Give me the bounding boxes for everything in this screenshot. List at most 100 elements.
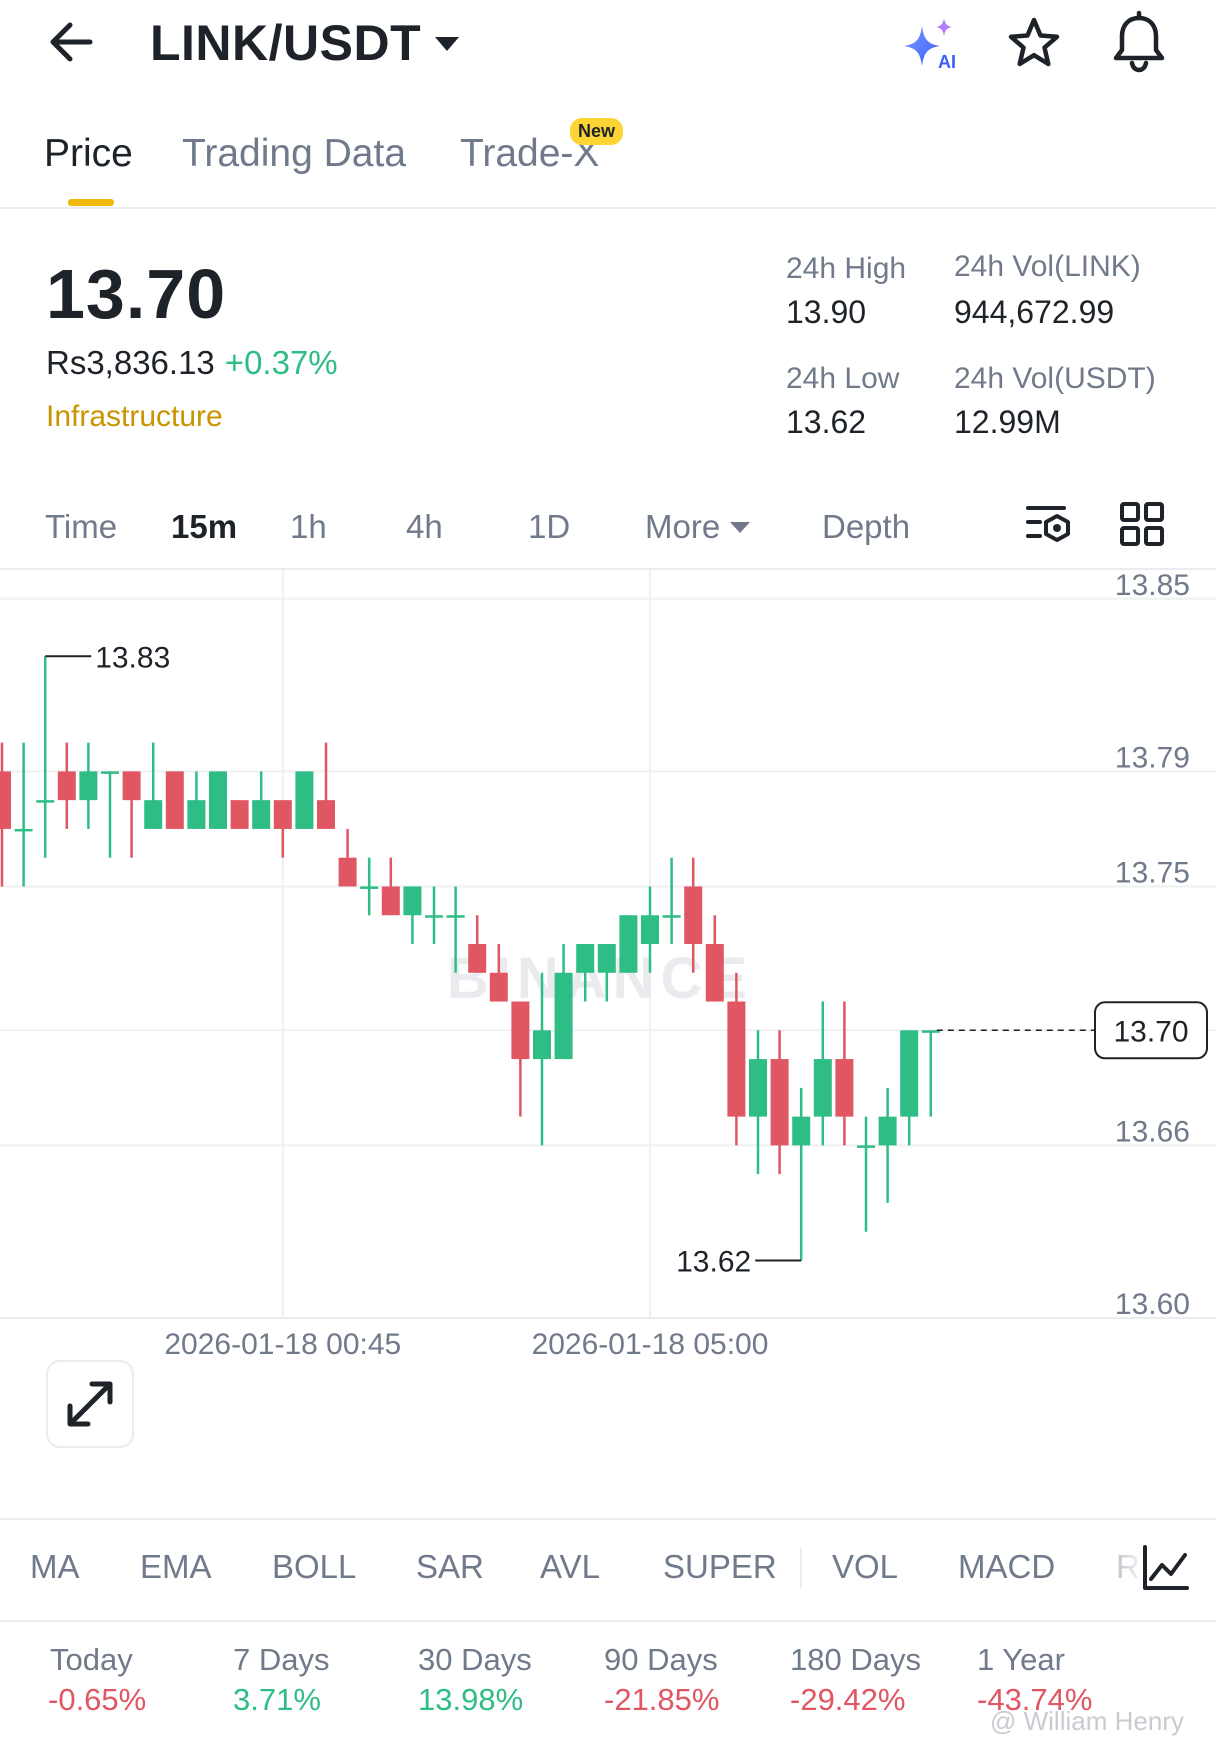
tf-4h[interactable]: 4h	[406, 508, 443, 545]
candle-down	[381, 857, 400, 916]
candle-body	[489, 972, 508, 1002]
y-tick-label: 13.79	[1115, 741, 1190, 774]
category-tag[interactable]: Infrastructure	[46, 400, 223, 433]
perf-value-180d: -29.42%	[790, 1682, 906, 1717]
tab-trading-data[interactable]: Trading Data	[182, 132, 407, 175]
candle-body	[641, 915, 659, 944]
candles	[0, 656, 940, 1261]
candle-down	[684, 857, 703, 973]
candle-down	[317, 742, 335, 829]
indicator-super[interactable]: SUPER	[663, 1548, 777, 1585]
candle-up	[554, 944, 573, 1060]
candle-down	[338, 828, 357, 887]
candle-up	[921, 1030, 940, 1117]
tf-more[interactable]: More	[645, 508, 751, 546]
bell-icon[interactable]	[1108, 10, 1170, 74]
y-tick-label: 13.75	[1115, 856, 1190, 889]
candle-body	[230, 800, 249, 829]
fiat-price-row: Rs3,836.13 +0.37%	[46, 344, 338, 382]
perf-value-90d: -21.85%	[604, 1682, 720, 1717]
indicator-divider	[0, 1620, 1216, 1622]
indicator-boll[interactable]: BOLL	[272, 1548, 357, 1585]
candle-up	[900, 1030, 919, 1146]
candle-body	[921, 1030, 940, 1033]
candle-up	[533, 972, 551, 1146]
star-icon[interactable]	[1004, 14, 1064, 74]
perf-label-180d: 180 Days	[790, 1642, 921, 1677]
top-bar: LINK/USDT AI	[0, 0, 1216, 90]
active-tab-indicator	[68, 199, 114, 206]
candle-body	[662, 915, 681, 918]
candle-up	[360, 857, 379, 916]
y-tick-label: 13.66	[1115, 1115, 1190, 1148]
candle-body	[14, 828, 33, 832]
candle-down	[489, 944, 508, 1002]
layout-grid-icon[interactable]	[1118, 500, 1166, 548]
indicator-vol[interactable]: VOL	[832, 1548, 899, 1585]
chart-settings-icon[interactable]	[1026, 500, 1074, 548]
candle-body	[533, 1030, 551, 1060]
tf-1h[interactable]: 1h	[290, 508, 327, 545]
tf-15m[interactable]: 15m	[171, 508, 238, 545]
candle-up	[619, 915, 638, 973]
candle-body	[468, 944, 487, 973]
24h-high-value: 13.90	[786, 294, 867, 330]
y-tick-label: 13.85	[1115, 570, 1190, 602]
candle-body	[338, 857, 357, 887]
svg-text:AI: AI	[938, 52, 956, 72]
tf-depth[interactable]: Depth	[822, 508, 911, 545]
back-arrow-icon[interactable]	[44, 12, 104, 72]
tf-more-label: More	[645, 508, 721, 545]
tab-price[interactable]: Price	[44, 132, 133, 175]
tf-1d[interactable]: 1D	[528, 508, 571, 545]
candle-up	[144, 742, 163, 829]
indicator-ma[interactable]: MA	[30, 1548, 80, 1585]
candle-body	[57, 771, 76, 801]
timeframe-bar: Time 15m 1h 4h 1D More Depth	[0, 490, 1216, 562]
fullscreen-button[interactable]	[46, 1360, 134, 1448]
candle-body	[165, 771, 184, 829]
indicator-sar[interactable]: SAR	[416, 1548, 484, 1585]
candle-down	[122, 771, 141, 858]
candle-body	[857, 1145, 875, 1148]
chevron-down-icon	[435, 36, 460, 51]
candle-body	[749, 1059, 767, 1117]
24h-vol-base-value: 944,672.99	[954, 294, 1115, 330]
candle-up	[187, 771, 206, 829]
candle-up	[36, 656, 55, 858]
candlestick-chart[interactable]: BINANCE 13.8513.7913.7513.7013.6613.6020…	[0, 570, 1216, 1520]
candle-body	[878, 1116, 897, 1146]
candle-up	[813, 1001, 832, 1146]
candle-up	[641, 886, 659, 973]
perf-value-today: -0.65%	[48, 1682, 147, 1717]
candle-body	[79, 771, 98, 801]
candle-body	[122, 771, 141, 801]
candle-down	[273, 800, 292, 858]
ai-sparkle-icon[interactable]: AI	[900, 14, 960, 74]
candle-body	[511, 1001, 530, 1060]
pair-selector[interactable]: LINK/USDT	[150, 14, 460, 72]
indicator-avl[interactable]: AVL	[540, 1548, 600, 1585]
candle-down	[165, 771, 184, 829]
candle-body	[403, 886, 422, 916]
indicator-macd[interactable]: MACD	[958, 1548, 1056, 1585]
x-tick-label: 2026-01-18 00:45	[164, 1328, 401, 1361]
tf-time[interactable]: Time	[45, 508, 118, 545]
chart-grid	[0, 570, 1216, 1319]
indicator-ema[interactable]: EMA	[140, 1548, 212, 1585]
candle-body	[554, 972, 573, 1060]
indicator-chart-icon[interactable]	[1140, 1543, 1190, 1593]
candle-body	[835, 1059, 854, 1117]
candle-up	[878, 1087, 897, 1203]
candle-up	[425, 886, 443, 944]
perf-label-7d: 7 Days	[233, 1642, 330, 1677]
indicator-bar: MA EMA BOLL SAR AVL SUPER VOL MACD R	[0, 1520, 1216, 1620]
candle-up	[857, 1116, 875, 1232]
y-tick-label: 13.60	[1115, 1288, 1190, 1321]
candle-body	[101, 771, 119, 774]
candle-body	[381, 886, 400, 916]
candle-down	[727, 972, 746, 1146]
24h-high-label: 24h High	[786, 252, 907, 285]
candle-body	[792, 1116, 811, 1146]
perf-label-90d: 90 Days	[604, 1642, 718, 1677]
